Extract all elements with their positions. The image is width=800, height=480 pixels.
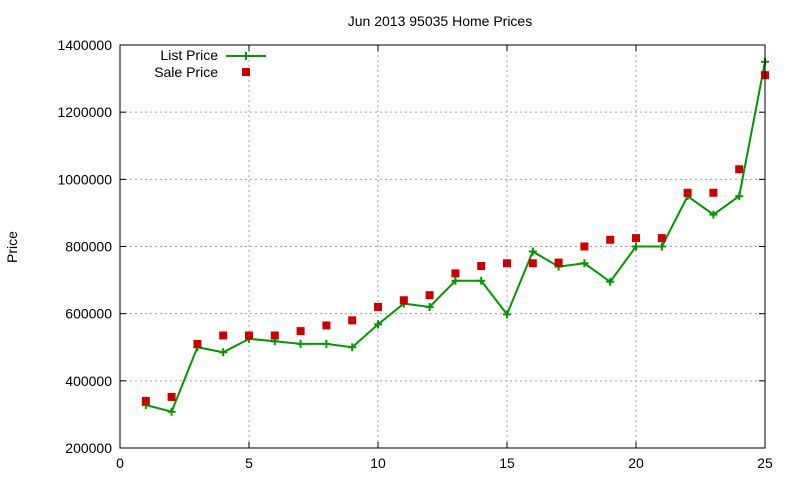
data-point [451,269,460,278]
series-layer [141,57,769,416]
data-point [219,348,228,357]
data-point [219,331,228,340]
data-point [580,259,589,268]
y-tick-label: 600000 [65,306,112,322]
data-point [528,247,537,256]
y-tick-label: 1000000 [57,171,112,187]
data-point [425,302,434,311]
data-point [503,310,511,319]
data-point [709,210,718,219]
data-point [167,392,176,401]
data-point [374,320,382,329]
data-point [657,242,666,251]
data-point [709,188,718,197]
series-line [145,61,766,413]
data-point [632,234,640,243]
data-point [167,407,176,416]
chart-title: Jun 2013 95035 Home Prices [348,13,532,29]
plot-frame [119,44,766,449]
tick-labels: 200000 400000 600000 800000 1000000 1200000 14… [57,37,773,471]
x-tick-label: 15 [499,455,515,471]
data-point [425,291,434,300]
data-point [296,339,305,348]
data-point [632,242,640,251]
data-point [451,276,460,285]
data-point [322,321,331,330]
data-point [528,259,537,268]
data-point [657,234,666,243]
legend-label-sale-price: Sale Price [154,64,218,80]
x-tick-label: 5 [245,455,253,471]
y-axis-label: Price [4,231,20,263]
grid-lines [120,45,765,448]
y-tick-label: 1400000 [57,37,112,53]
data-point [477,276,486,285]
data-point [348,343,357,352]
x-tick-label: 20 [628,455,644,471]
series-list-price [141,57,769,416]
y-tick-label: 800000 [65,239,112,255]
data-point [245,331,253,340]
data-point [606,277,615,286]
x-tick-label: 10 [370,455,386,471]
data-point [503,259,511,268]
data-point [348,316,357,325]
data-point [296,327,305,336]
data-point [270,331,279,340]
legend-label-list-price: List Price [160,47,218,63]
data-point [399,296,408,305]
legend-sample-marker [242,68,250,76]
x-tick-label: 0 [116,455,124,471]
data-point [735,165,744,174]
y-tick-label: 400000 [65,373,112,389]
data-point [141,396,150,405]
y-tick-label: 200000 [65,440,112,456]
legend: List Price Sale Price [154,47,266,80]
data-point [477,261,486,270]
data-point [580,242,589,251]
y-tick-label: 1200000 [57,104,112,120]
series-sale-price [141,71,769,405]
x-tick-label: 25 [757,455,773,471]
data-point [374,302,382,311]
data-point [193,339,202,348]
data-point [322,339,331,348]
data-point [606,235,615,244]
data-point [554,258,563,267]
data-point [683,188,692,197]
legend-sample-marker [242,52,250,60]
data-point [735,192,744,201]
